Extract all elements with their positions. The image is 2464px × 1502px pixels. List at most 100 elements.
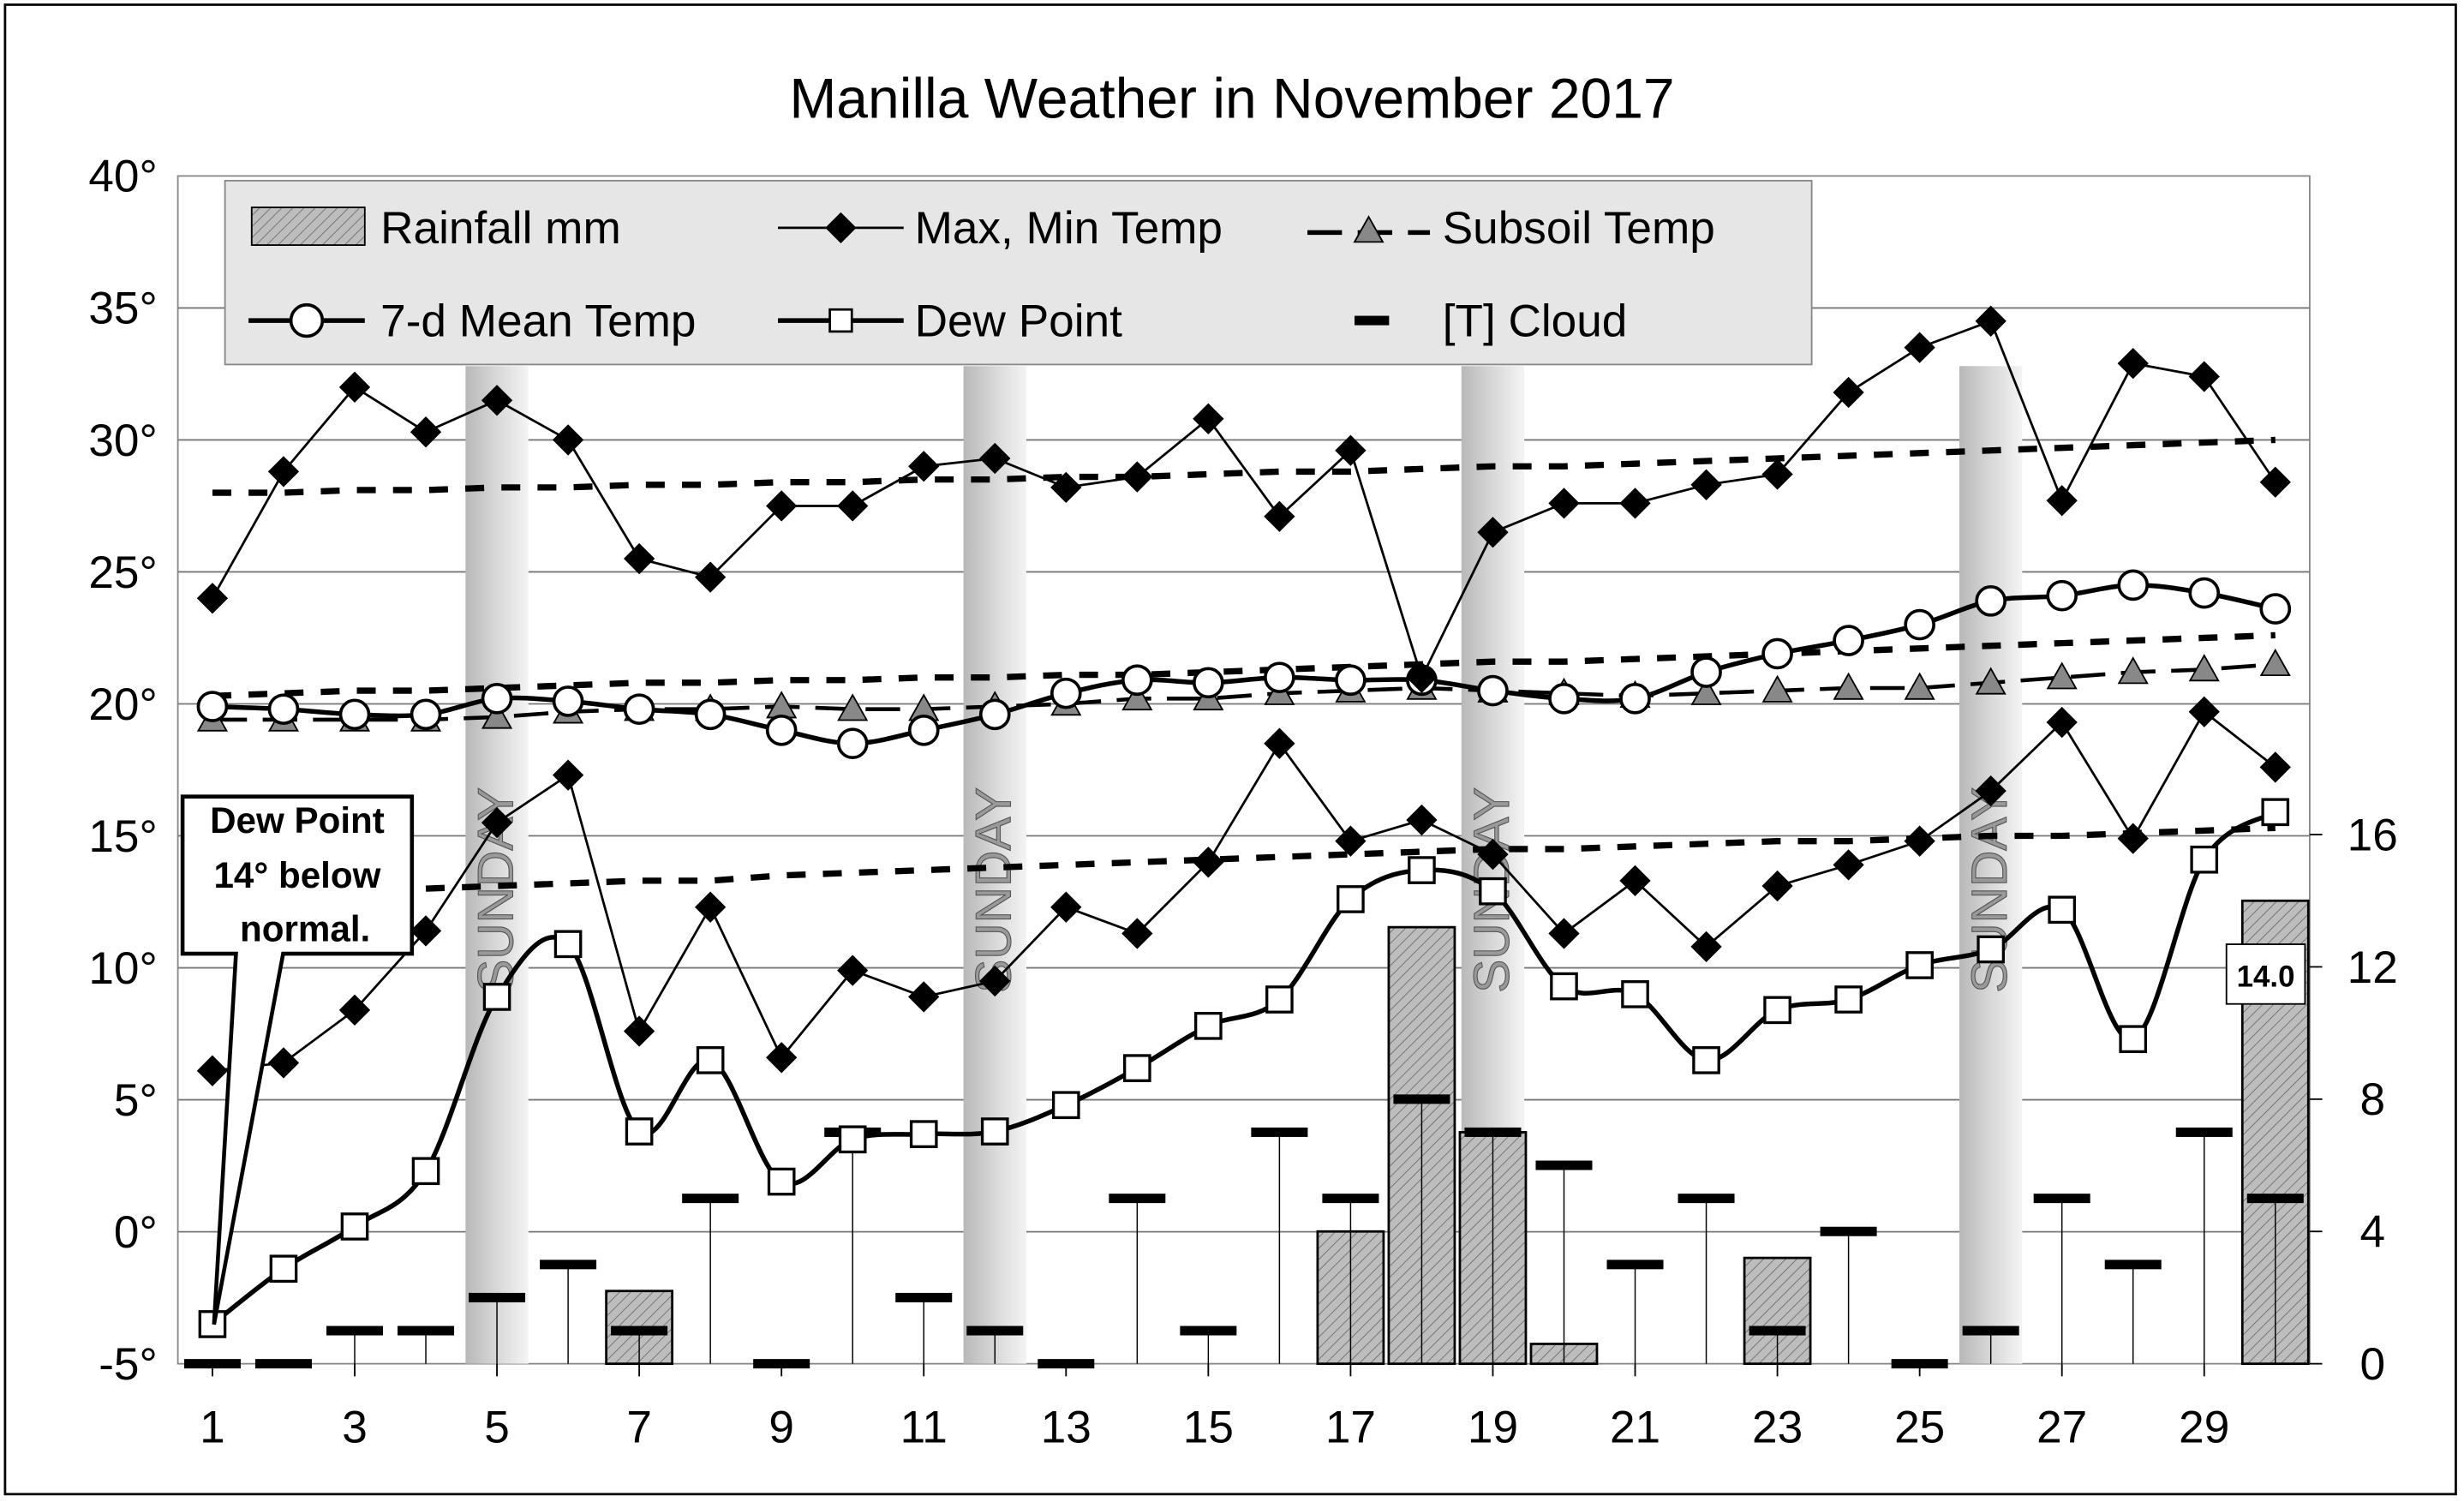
subsoil-point	[1690, 677, 1722, 705]
callout-line-3: normal.	[240, 908, 370, 948]
sunday-label: SUNDAY	[468, 787, 523, 993]
min-temp-point	[1050, 891, 1082, 923]
subsoil-point	[2188, 654, 2220, 682]
rain-value-text: 14.0	[2237, 960, 2295, 994]
x-tick-label: 3	[342, 1402, 368, 1452]
x-tick-label: 1	[200, 1402, 225, 1452]
rain-value-label: 14.0	[2225, 943, 2306, 1005]
sunday-label: SUNDAY	[1962, 787, 2018, 993]
y-tick-label: 30°	[88, 416, 157, 466]
max-temp-point	[552, 424, 584, 456]
subsoil-point	[1761, 674, 1793, 703]
x-tick-label: 13	[1041, 1402, 1091, 1452]
dew-point-point	[1122, 1054, 1151, 1082]
cloud-mark	[398, 1325, 455, 1336]
mean-temp-point	[1975, 585, 2007, 617]
y-tick-label: 40°	[88, 152, 157, 202]
min-temp-point	[1690, 931, 1722, 963]
max-temp-point	[1121, 461, 1153, 493]
min-temp-point	[1619, 865, 1651, 897]
legend-cloud-label: [T] Cloud	[1443, 296, 1628, 346]
chart-title: Manilla Weather in November 2017	[789, 67, 1674, 130]
subsoil-point	[1121, 682, 1153, 711]
callout-line-2: 14° below	[213, 855, 380, 895]
legend-dew-label: Dew Point	[915, 296, 1122, 346]
min-temp-point	[837, 954, 869, 986]
dew-point-point	[1621, 980, 1649, 1008]
dew-point-point	[1550, 972, 1578, 1001]
dew-point-point	[1977, 935, 2005, 964]
max-temp-line	[211, 320, 2276, 681]
min-temp-point	[1335, 825, 1367, 857]
max-temp-point	[979, 442, 1011, 475]
dew-point-point	[980, 1117, 1009, 1146]
dew-point-point	[411, 1157, 440, 1186]
mean-temp-point	[2188, 577, 2221, 609]
dew-point-point	[1763, 996, 1791, 1025]
x-tick-label: 23	[1752, 1402, 1803, 1452]
mean-temp-point	[1477, 674, 1509, 707]
dew-point-point	[1337, 885, 1365, 913]
mean-temp-point	[1904, 608, 1935, 641]
y2-tick-label: 0	[2359, 1339, 2385, 1390]
dew-point-point	[2119, 1025, 2148, 1054]
min-temp-point	[694, 891, 727, 923]
cloud-mark	[1322, 1194, 1379, 1204]
mean-temp-point	[2117, 569, 2150, 601]
mean-temp-point	[552, 685, 584, 717]
legend-subsoil-marker	[1353, 215, 1385, 243]
cloud-mark	[1464, 1127, 1522, 1137]
mean-temp-point	[836, 727, 869, 760]
min-temp-point	[1548, 918, 1580, 949]
mean-temp-point	[1193, 667, 1224, 699]
cloud-mark	[895, 1292, 953, 1302]
cloud-mark	[469, 1292, 526, 1302]
y2-tick-label: 12	[2347, 942, 2398, 993]
x-tick-label: 27	[2036, 1402, 2087, 1452]
min-temp-point	[267, 1047, 300, 1079]
cloud-mark	[1535, 1160, 1593, 1170]
y-tick-label: 5°	[114, 1075, 158, 1126]
subsoil-point	[481, 701, 513, 729]
max-temp-point	[410, 416, 442, 448]
y-tick-label: 15°	[88, 811, 157, 862]
cloud-mark	[254, 1359, 312, 1369]
cloud-mark	[326, 1325, 384, 1336]
mean-temp-point	[267, 693, 300, 725]
max-temp-point	[196, 583, 229, 614]
dew-point-point	[2190, 845, 2219, 874]
cloud-mark	[2033, 1194, 2090, 1204]
legend-maxmin-label: Max, Min Temp	[915, 203, 1223, 254]
dew-point-point	[1265, 985, 1294, 1014]
dew-point-point	[696, 1046, 725, 1074]
cloud-mark	[1180, 1325, 1237, 1336]
min-temp-line	[212, 709, 2276, 1073]
mean-temp-point	[1690, 656, 1722, 688]
subsoil-point	[2259, 648, 2291, 677]
max-temp-point	[623, 542, 655, 575]
x-tick-label: 21	[1610, 1402, 1660, 1452]
y-tick-label: 35°	[88, 284, 157, 334]
dew-point-point	[2261, 798, 2290, 827]
y2-tick-label: 4	[2359, 1207, 2385, 1258]
cloud-mark	[1251, 1127, 1308, 1137]
subsoil-point	[1833, 672, 1864, 700]
dew-point-point	[1051, 1091, 1080, 1120]
cloud-mark	[1820, 1226, 1877, 1236]
y-tick-label: 0°	[114, 1207, 158, 1258]
max-temp-point	[1690, 469, 1722, 500]
y-tick-label: 10°	[88, 943, 157, 994]
mean-temp-point	[1335, 664, 1367, 697]
cloud-mark	[2246, 1194, 2304, 1204]
legend-rainfall-label: Rainfall mm	[380, 203, 621, 254]
x-tick-label: 11	[900, 1402, 948, 1452]
legend-mean-label: 7-d Mean Temp	[380, 296, 696, 346]
mean-temp-point	[2259, 593, 2292, 625]
cloud-mark	[2175, 1127, 2233, 1137]
mean-temp-point	[338, 698, 371, 731]
y-tick-label: 25°	[88, 548, 157, 598]
cloud-mark	[1678, 1194, 1735, 1204]
x-tick-label: 29	[2179, 1402, 2229, 1452]
dew-point-point	[1408, 856, 1436, 884]
